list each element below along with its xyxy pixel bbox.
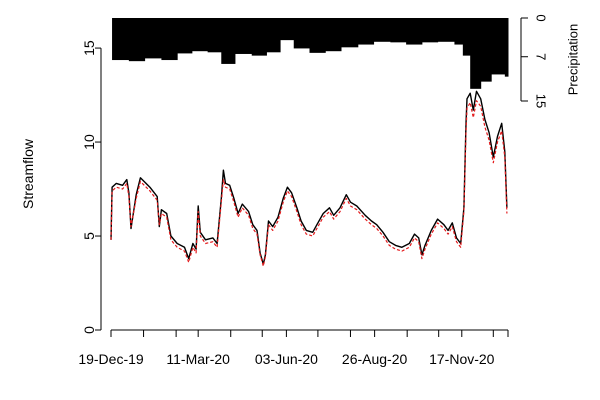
precipitation-bar: [406, 18, 423, 45]
precipitation-axis: 0 7 15: [520, 14, 549, 108]
precipitation-bar: [251, 18, 267, 56]
precipitation-ticks: 0 7 15: [521, 14, 549, 108]
precipitation-bar: [437, 18, 455, 42]
simulated-streamflow-line: [110, 100, 508, 267]
x-tick-label: 11-Mar-20: [166, 351, 230, 367]
precipitation-tick-label: 0: [534, 14, 549, 21]
y-tick-label: 0: [81, 326, 97, 334]
precipitation-bar: [357, 18, 375, 45]
precipitation-bar: [480, 18, 492, 82]
precipitation-bar: [191, 18, 209, 52]
precipitation-bar: [341, 18, 359, 48]
precipitation-bars: [112, 18, 509, 89]
precipitation-bar: [161, 18, 178, 61]
precipitation-bar: [491, 18, 506, 75]
y-tick-label: 10: [81, 134, 97, 150]
y-axis-title: Streamflow: [20, 138, 36, 209]
precipitation-bar: [221, 18, 236, 64]
precipitation-bar: [234, 18, 253, 54]
y-ticks: 0 5 10 15: [81, 40, 101, 334]
precipitation-bar: [293, 18, 310, 49]
y-axis: 0 5 10 15: [81, 40, 102, 334]
precipitation-bar: [128, 18, 146, 62]
x-tick-label: 03-Jun-20: [255, 351, 318, 367]
precipitation-bar: [421, 18, 439, 43]
precipitation-bar: [390, 18, 407, 43]
precipitation-bar: [309, 18, 326, 53]
precipitation-bar: [462, 18, 471, 56]
precipitation-tick-label: 15: [534, 94, 549, 108]
observed-streamflow-line: [110, 90, 508, 265]
x-tick-label: 17-Nov-20: [429, 351, 495, 367]
precipitation-bar: [112, 18, 130, 61]
precipitation-bar: [470, 18, 482, 89]
y-tick-label: 5: [81, 232, 97, 240]
precipitation-bar: [144, 18, 162, 59]
precipitation-bar: [373, 18, 391, 42]
x-tick-label: 19-Dec-19: [78, 351, 144, 367]
precipitation-bar: [504, 18, 509, 77]
precipitation-tick-label: 7: [534, 53, 549, 60]
streamflow-series: [110, 90, 508, 267]
precipitation-axis-title: Precipitation: [566, 24, 581, 96]
precipitation-bar: [177, 18, 193, 54]
precipitation-bar: [207, 18, 222, 53]
x-ticks: 19-Dec-19 11-Mar-20 03-Jun-20 26-Aug-20 17-N…: [78, 330, 509, 367]
x-tick-label: 26-Aug-20: [342, 351, 408, 367]
precipitation-bar: [280, 18, 295, 41]
precipitation-bar: [325, 18, 342, 52]
precipitation-bar: [266, 18, 281, 53]
y-tick-label: 15: [81, 40, 97, 56]
precipitation-bar: [454, 18, 464, 45]
x-axis: 19-Dec-19 11-Mar-20 03-Jun-20 26-Aug-20 17-N…: [78, 329, 509, 367]
